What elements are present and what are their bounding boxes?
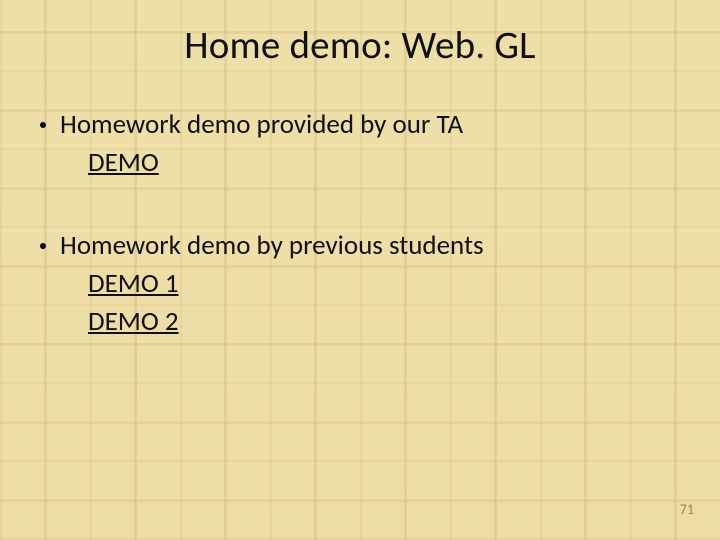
bullet-group-2: Homework demo by previous students DEMO … [40,228,680,339]
demo2-link[interactable]: DEMO 2 [88,305,179,338]
demo-link[interactable]: DEMO [88,146,159,179]
slide-title: Home demo: Web. GL [40,22,680,69]
bullet-text: Homework demo provided by our TA [60,107,463,143]
bullet-item: Homework demo by previous students [40,228,680,264]
demo1-link[interactable]: DEMO 1 [88,267,179,300]
bullet-text: Homework demo by previous students [60,228,484,264]
bullet-link-line: DEMO 1 [40,266,680,302]
bullet-link-line: DEMO 2 [40,304,680,340]
page-number: 71 [680,501,694,518]
bullet-link-line: DEMO [40,145,680,181]
slide-container: Home demo: Web. GL Homework demo provide… [0,0,720,540]
bullet-dot-icon [40,243,46,249]
bullet-item: Homework demo provided by our TA [40,107,680,143]
slide-body: Homework demo provided by our TA DEMO Ho… [40,107,680,339]
bullet-group-1: Homework demo provided by our TA DEMO [40,107,680,180]
bullet-dot-icon [40,122,46,128]
